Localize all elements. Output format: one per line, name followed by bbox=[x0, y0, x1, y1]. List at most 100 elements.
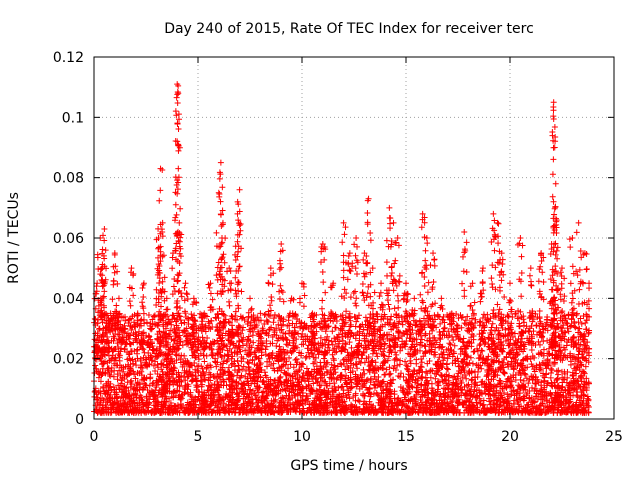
data-point bbox=[215, 383, 222, 390]
data-point bbox=[322, 328, 329, 335]
data-point bbox=[352, 397, 359, 404]
data-point bbox=[126, 340, 133, 347]
data-point bbox=[202, 322, 209, 329]
data-point bbox=[530, 328, 537, 335]
data-point bbox=[303, 365, 310, 372]
data-point bbox=[354, 365, 361, 372]
data-point bbox=[105, 365, 112, 372]
data-point bbox=[249, 395, 256, 402]
data-point bbox=[280, 361, 287, 368]
data-point bbox=[92, 362, 99, 369]
data-point bbox=[535, 338, 542, 345]
data-point bbox=[326, 374, 333, 381]
data-point bbox=[436, 354, 443, 361]
data-point bbox=[143, 319, 150, 326]
data-point bbox=[521, 370, 528, 377]
data-point bbox=[456, 363, 463, 370]
data-point bbox=[284, 382, 291, 389]
data-point bbox=[418, 359, 425, 366]
data-points bbox=[91, 81, 593, 416]
data-point bbox=[346, 395, 353, 402]
data-point bbox=[279, 362, 286, 369]
data-point bbox=[194, 383, 201, 390]
data-point bbox=[246, 371, 253, 378]
data-point bbox=[411, 395, 418, 402]
data-point bbox=[225, 364, 232, 371]
data-point bbox=[293, 356, 300, 363]
data-point bbox=[357, 359, 364, 366]
data-point bbox=[555, 371, 562, 378]
data-point bbox=[374, 353, 381, 360]
data-point bbox=[176, 313, 183, 320]
data-point bbox=[465, 328, 472, 335]
data-point bbox=[530, 316, 537, 323]
data-point bbox=[97, 378, 104, 385]
data-point bbox=[418, 373, 425, 380]
data-point bbox=[345, 365, 352, 372]
data-point bbox=[342, 341, 349, 348]
data-point bbox=[451, 373, 458, 380]
data-point bbox=[402, 358, 409, 365]
data-point bbox=[547, 374, 554, 381]
data-point bbox=[203, 352, 210, 359]
data-point bbox=[243, 367, 249, 374]
data-point bbox=[585, 404, 592, 411]
data-point bbox=[116, 367, 123, 374]
data-point bbox=[188, 311, 195, 318]
data-point bbox=[234, 390, 241, 397]
data-point bbox=[399, 321, 406, 328]
data-point bbox=[282, 350, 289, 357]
data-point bbox=[217, 401, 224, 408]
data-point bbox=[509, 329, 516, 336]
data-point bbox=[235, 362, 242, 369]
data-point bbox=[128, 377, 135, 384]
data-point bbox=[262, 372, 269, 379]
data-point bbox=[474, 368, 481, 375]
data-point bbox=[181, 352, 188, 359]
data-point bbox=[536, 361, 543, 368]
data-point bbox=[116, 352, 123, 359]
data-point bbox=[424, 370, 431, 377]
data-point bbox=[312, 354, 319, 361]
data-point bbox=[469, 360, 476, 367]
data-point bbox=[107, 373, 114, 380]
data-point bbox=[150, 313, 157, 320]
data-point bbox=[370, 390, 377, 397]
data-point bbox=[438, 372, 445, 379]
data-point bbox=[155, 322, 162, 329]
data-point bbox=[273, 342, 280, 349]
data-point bbox=[387, 370, 394, 377]
data-point bbox=[282, 370, 289, 377]
data-point bbox=[213, 363, 220, 370]
data-point bbox=[496, 377, 503, 384]
data-point bbox=[141, 320, 148, 327]
data-point bbox=[418, 381, 425, 388]
data-point bbox=[260, 377, 267, 384]
data-point bbox=[353, 361, 360, 368]
data-point bbox=[434, 313, 441, 320]
data-point bbox=[553, 368, 560, 375]
data-point bbox=[361, 359, 368, 366]
data-point bbox=[427, 374, 434, 381]
data-point bbox=[231, 409, 238, 416]
data-point bbox=[572, 324, 579, 331]
data-point bbox=[437, 320, 444, 327]
data-point bbox=[228, 389, 235, 396]
data-point bbox=[267, 361, 274, 368]
data-point bbox=[472, 316, 479, 323]
data-point bbox=[567, 361, 574, 368]
data-point bbox=[285, 317, 292, 324]
data-point bbox=[224, 357, 231, 364]
data-point bbox=[489, 320, 496, 327]
data-point bbox=[458, 324, 465, 331]
data-point bbox=[323, 368, 330, 375]
data-point bbox=[267, 313, 274, 320]
data-point bbox=[237, 386, 244, 393]
data-point bbox=[339, 312, 346, 319]
data-point bbox=[540, 346, 547, 353]
data-point bbox=[516, 367, 523, 374]
data-point bbox=[422, 374, 429, 381]
data-point bbox=[413, 360, 420, 367]
data-point bbox=[543, 371, 550, 378]
